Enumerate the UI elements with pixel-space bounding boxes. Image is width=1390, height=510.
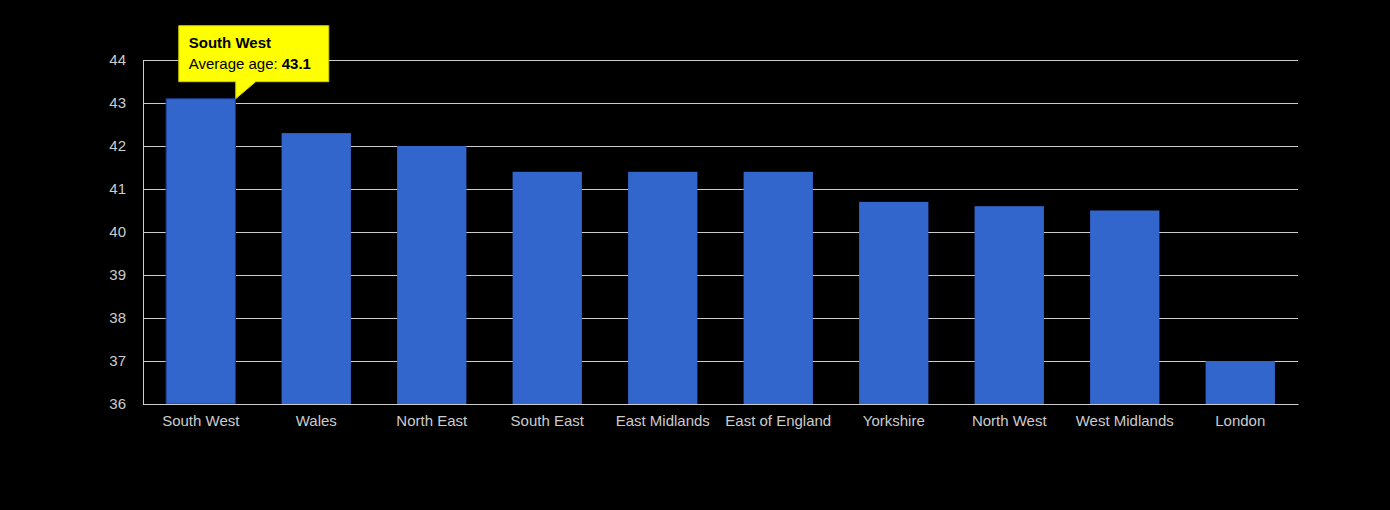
- grid-line: [143, 103, 1298, 104]
- x-tick-label: Yorkshire: [863, 412, 925, 429]
- y-axis-line: [143, 61, 144, 405]
- x-tick: London: [1215, 404, 1265, 429]
- x-tick-label: West Midlands: [1076, 412, 1174, 429]
- chart: 36 37 38 39 40 41 42 43 44 South West Wales North E…: [0, 0, 1390, 510]
- y-tick-label: 43: [109, 94, 126, 111]
- y-tick-label: 38: [109, 309, 126, 326]
- x-tick-label: North East: [396, 412, 468, 429]
- annotation-value: 43.1: [282, 55, 311, 72]
- y-tick: 36: [109, 395, 143, 412]
- grid: [143, 60, 1298, 404]
- bar[interactable]: [513, 172, 582, 404]
- background: [0, 0, 1390, 510]
- bar[interactable]: [859, 202, 928, 404]
- annotation-title: South West: [189, 34, 271, 51]
- x-tick: Wales: [296, 404, 337, 429]
- x-tick: North East: [396, 404, 468, 429]
- x-tick: South West: [162, 404, 240, 429]
- y-tick-label: 39: [109, 266, 126, 283]
- x-tick: North West: [972, 404, 1048, 429]
- y-tick-label: 44: [109, 51, 126, 68]
- y-tick: 37: [109, 352, 143, 369]
- y-tick: 39: [109, 266, 143, 283]
- x-tick: West Midlands: [1076, 404, 1174, 429]
- y-tick: 38: [109, 309, 143, 326]
- y-tick-label: 40: [109, 223, 126, 240]
- x-axis: South West Wales North East South East East …: [144, 404, 1299, 429]
- x-tick: East of England: [725, 404, 831, 429]
- y-tick-label: 42: [109, 137, 126, 154]
- y-tick-label: 37: [109, 352, 126, 369]
- y-tick: 42: [109, 137, 143, 154]
- annotation-text: Average age:43.1: [189, 55, 311, 72]
- bar[interactable]: [1090, 211, 1159, 405]
- y-tick: 40: [109, 223, 143, 240]
- bars: [166, 99, 1275, 404]
- x-tick-label: East Midlands: [616, 412, 710, 429]
- x-tick: South East: [511, 404, 585, 429]
- y-tick: 44: [109, 51, 143, 68]
- x-tick-label: South West: [162, 412, 240, 429]
- y-axis: 36 37 38 39 40 41 42 43 44: [109, 51, 143, 412]
- x-tick: East Midlands: [616, 404, 710, 429]
- x-tick: Yorkshire: [863, 404, 925, 429]
- x-tick-label: North West: [972, 412, 1048, 429]
- y-tick-label: 41: [109, 180, 126, 197]
- bar[interactable]: [744, 172, 813, 404]
- annotation: South West Average age:43.1: [179, 26, 329, 99]
- annotation-label: Average age:: [189, 55, 278, 72]
- annotation-box: [179, 26, 329, 99]
- x-tick-label: London: [1215, 412, 1265, 429]
- bar[interactable]: [166, 99, 235, 404]
- plot: 36 37 38 39 40 41 42 43 44 South West Wales North E…: [109, 26, 1298, 429]
- bar[interactable]: [397, 146, 466, 404]
- y-tick: 41: [109, 180, 143, 197]
- bar[interactable]: [975, 206, 1044, 404]
- x-axis-line: [144, 404, 1299, 405]
- x-tick-label: South East: [511, 412, 585, 429]
- bar[interactable]: [282, 133, 351, 404]
- x-tick-label: Wales: [296, 412, 337, 429]
- y-tick-label: 36: [109, 395, 126, 412]
- bar[interactable]: [628, 172, 697, 404]
- y-tick: 43: [109, 94, 143, 111]
- x-tick-label: East of England: [725, 412, 831, 429]
- bar[interactable]: [1206, 361, 1275, 404]
